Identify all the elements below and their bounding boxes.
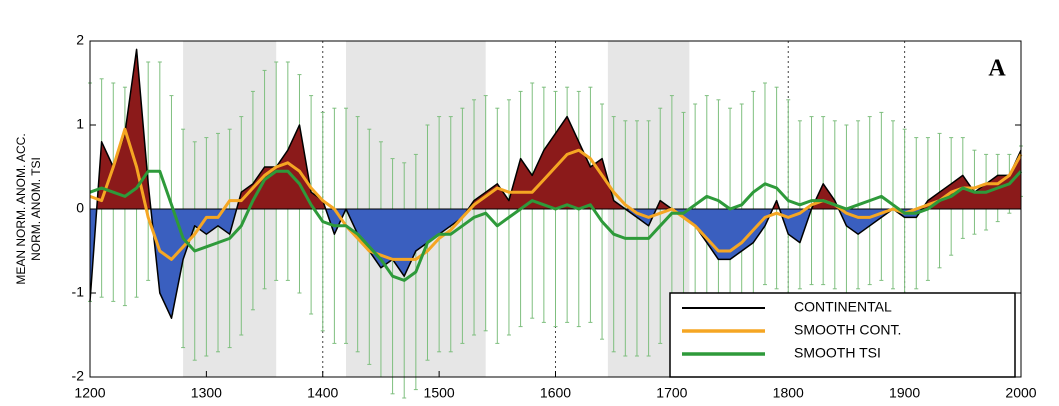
y-tick-label: 0 <box>76 200 84 216</box>
x-tick-label: 1400 <box>307 385 338 401</box>
series-line <box>89 169 1023 282</box>
x-tick-label: 1900 <box>889 385 920 401</box>
legend-label: SMOOTH CONT. <box>794 322 901 338</box>
plot-layer: CONTINENTAL SMOOTH CONT. SMOOTH TSI <box>88 40 1023 399</box>
x-tick-label: 1300 <box>191 385 222 401</box>
x-tick-label: 1800 <box>773 385 804 401</box>
legend-label: SMOOTH TSI <box>794 345 881 361</box>
legend-label: CONTINENTAL <box>794 299 892 315</box>
panel-label: A <box>988 56 1006 82</box>
y-tick-label: -2 <box>72 368 85 384</box>
area-negative <box>90 209 1021 319</box>
x-tick-label: 1500 <box>424 385 455 401</box>
series-line <box>89 48 1022 319</box>
x-tick-label: 1200 <box>74 385 105 401</box>
y-tick-label: -1 <box>72 284 85 300</box>
series-line <box>89 127 1023 261</box>
x-tick-label: 1700 <box>656 385 687 401</box>
area-positive <box>90 49 1021 209</box>
y-axis-label: NORM. ANOM. TSI <box>29 157 43 261</box>
x-tick-label: 2000 <box>1005 385 1036 401</box>
y-tick-label: 1 <box>76 116 84 132</box>
y-axis-label: MEAN NORM. ANOM. ACC. <box>14 133 28 284</box>
x-tick-label: 1600 <box>540 385 571 401</box>
y-tick-label: 2 <box>76 32 84 48</box>
